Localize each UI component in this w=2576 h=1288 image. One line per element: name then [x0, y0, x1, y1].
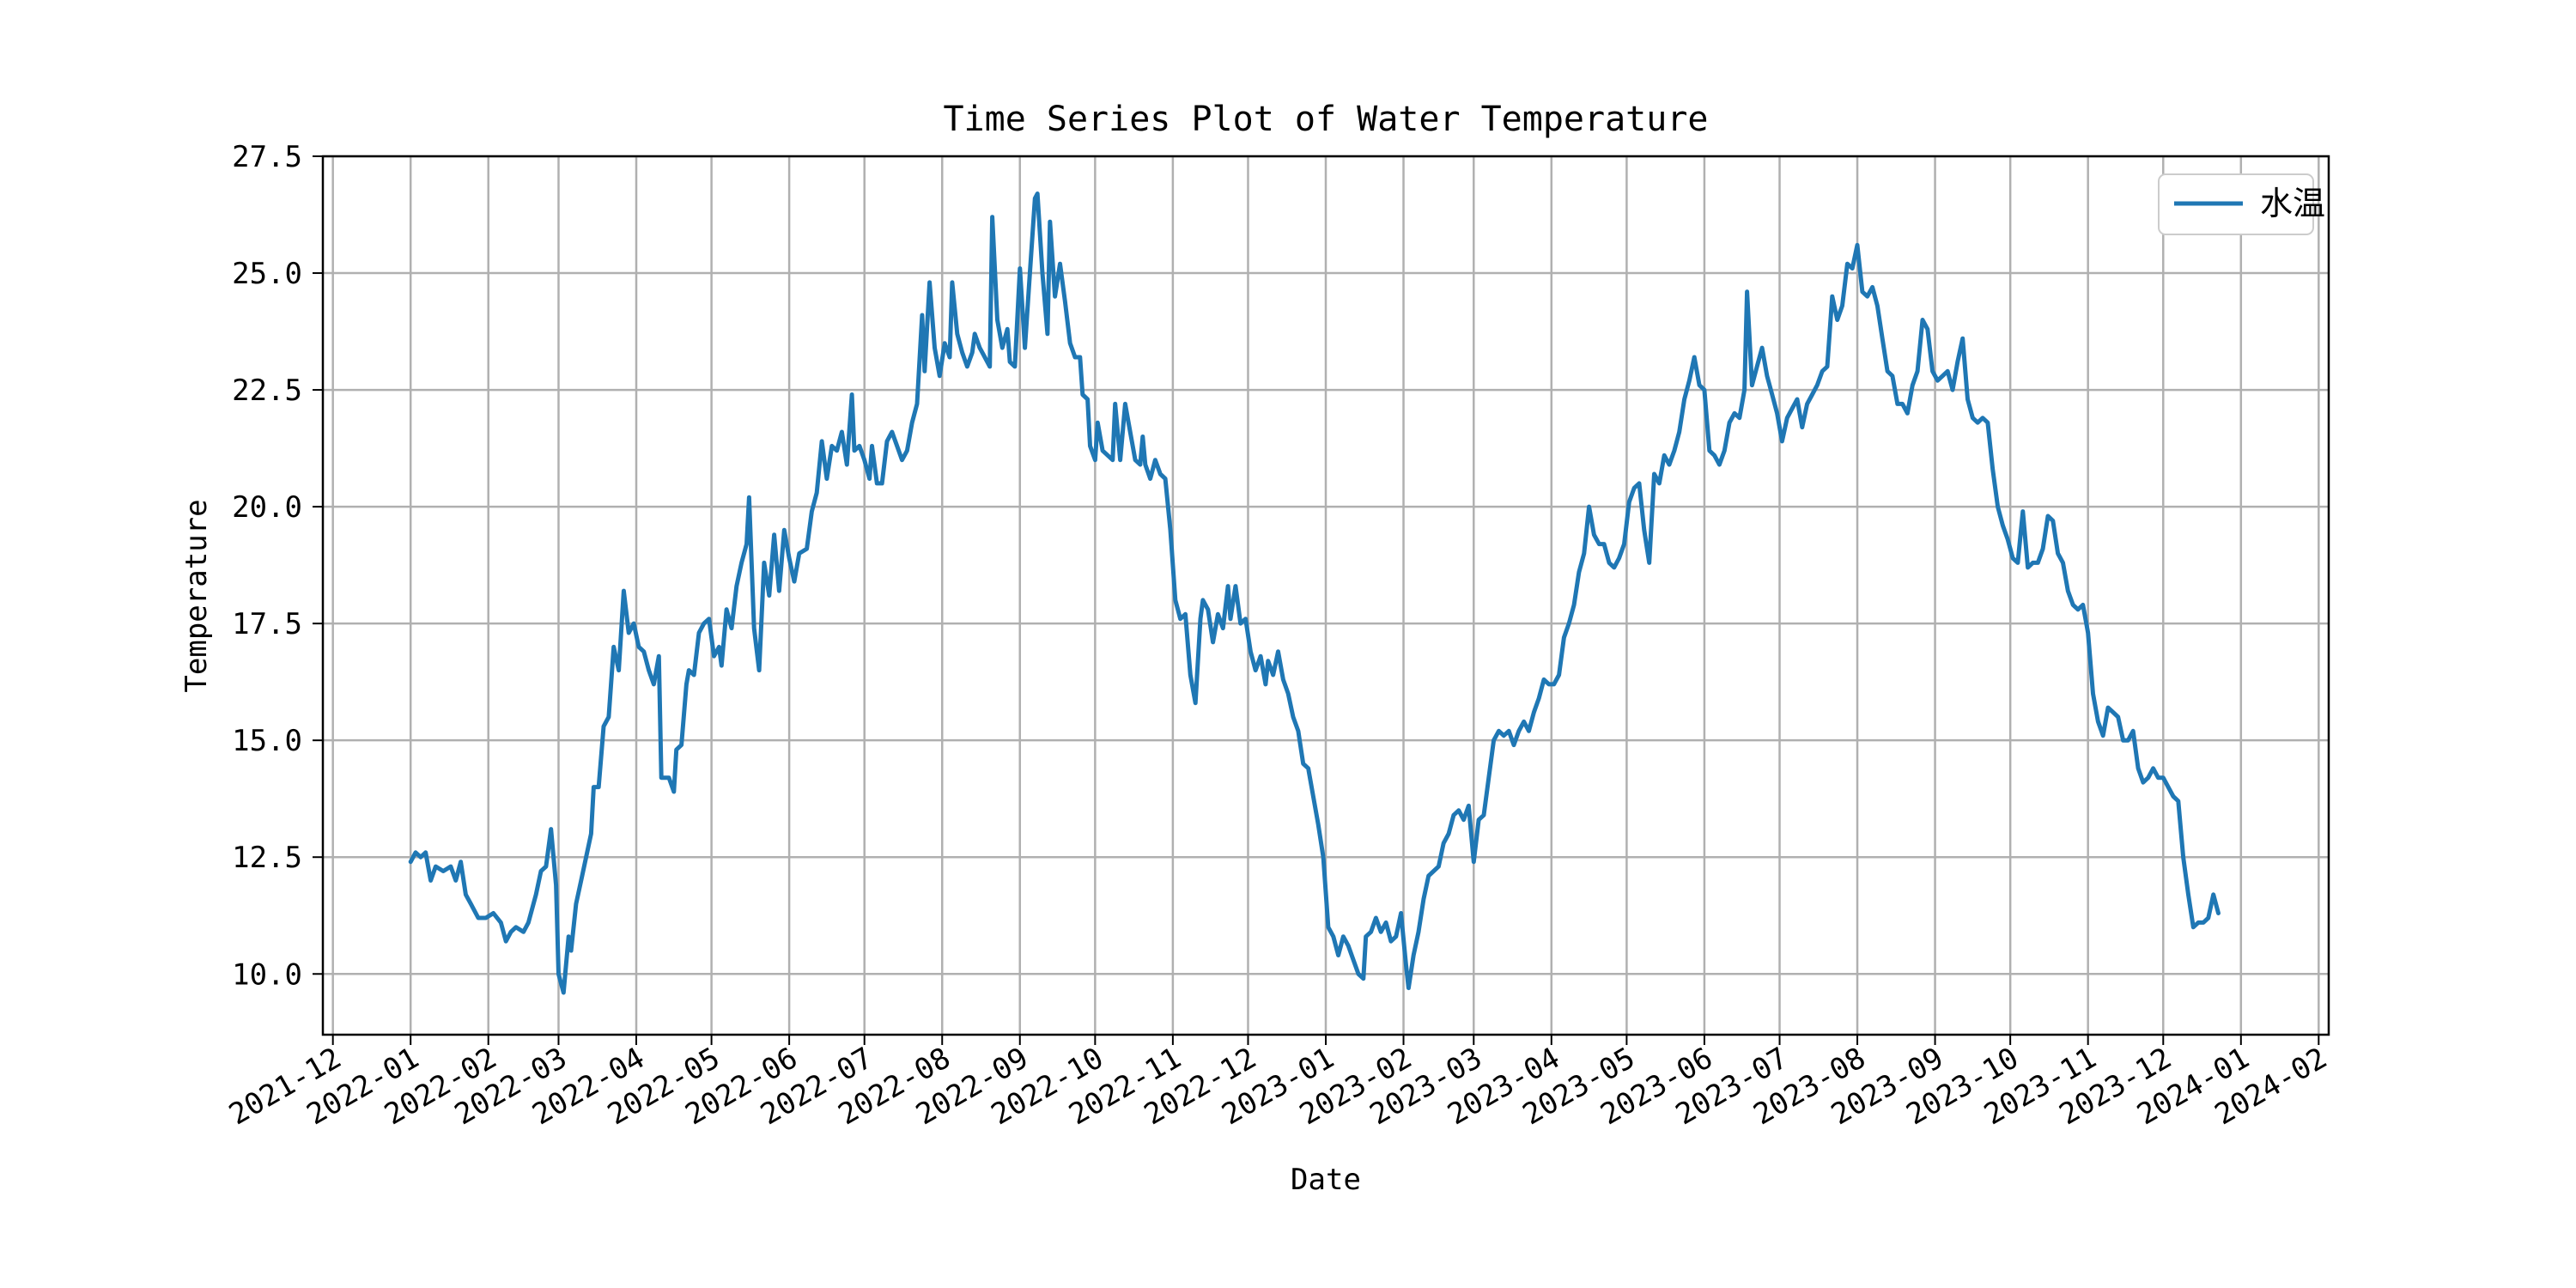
- y-axis-label: Temperature: [179, 499, 214, 692]
- y-tick-label: 10.0: [232, 957, 302, 992]
- legend: 水温: [2158, 173, 2325, 235]
- y-tick-label: 20.0: [232, 490, 302, 525]
- y-tick-label: 15.0: [232, 724, 302, 758]
- series-group: [408, 191, 2221, 995]
- y-tick-label: 12.5: [232, 841, 302, 875]
- y-tick-label: 17.5: [232, 607, 302, 641]
- x-axis-label: Date: [1291, 1163, 1361, 1197]
- chart-title: Time Series Plot of Water Temperature: [943, 100, 1708, 139]
- y-tick-label: 25.0: [232, 257, 302, 291]
- y-tick-label: 22.5: [232, 374, 302, 408]
- series-line: [408, 191, 2221, 995]
- legend-label: 水温: [2260, 185, 2325, 222]
- y-tick-label: 27.5: [232, 140, 302, 174]
- plot-frame: [321, 155, 2330, 1036]
